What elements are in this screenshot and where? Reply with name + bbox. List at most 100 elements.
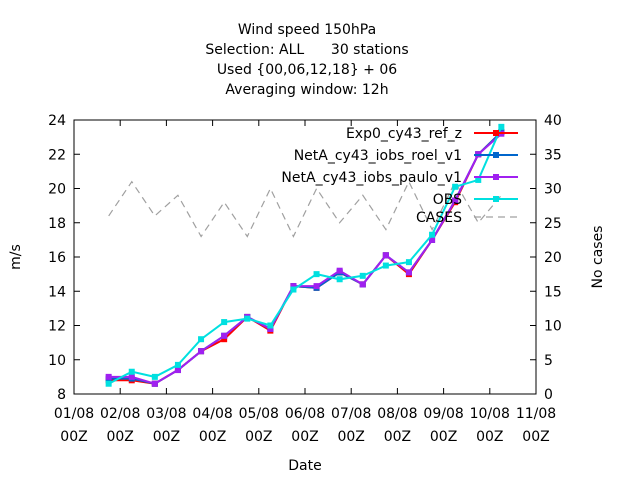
data-point-neta-cy43-iobs-paulo-v1	[198, 348, 205, 355]
y-tick-label: 10	[48, 353, 66, 369]
x-tick-label-date: 09/08	[423, 406, 463, 422]
y2-tick-label: 10	[544, 319, 562, 335]
title-line-1: Wind speed 150hPa	[238, 22, 376, 38]
y2-tick-label: 0	[544, 387, 553, 403]
x-tick-label-hour: 00Z	[153, 429, 180, 445]
series-line-obs	[108, 126, 503, 385]
x-tick-label-date: 10/08	[470, 406, 510, 422]
data-point-obs	[405, 259, 412, 266]
title-line-3: Used {00,06,12,18} + 06	[217, 62, 397, 78]
y2-tick-label: 15	[544, 284, 562, 300]
y2-tick-label: 40	[544, 113, 562, 129]
y-tick-label: 22	[48, 147, 66, 163]
x-tick-label-date: 08/08	[377, 406, 417, 422]
y-tick-label: 18	[48, 216, 66, 232]
x-tick-label-hour: 00Z	[291, 429, 318, 445]
legend-label-neta-cy43-iobs-paulo-v1: NetA_cy43_iobs_paulo_v1	[281, 170, 462, 186]
legend-marker-obs	[493, 196, 499, 202]
data-point-neta-cy43-iobs-paulo-v1	[267, 325, 274, 332]
x-tick-label-hour: 00Z	[106, 429, 133, 445]
data-point-obs	[221, 319, 228, 326]
series-line-cases	[108, 180, 502, 238]
x-tick-label-date: 06/08	[285, 406, 325, 422]
data-point-obs	[452, 183, 459, 190]
y-tick-label: 8	[57, 387, 66, 403]
y2-axis: 0 5 10 15 20 25 30 35 40	[530, 113, 562, 403]
data-point-neta-cy43-iobs-paulo-v1	[382, 252, 389, 259]
data-point-obs	[174, 361, 181, 368]
y-tick-label: 14	[48, 284, 66, 300]
y-axis-label: m/s	[8, 244, 24, 270]
chart-title: Wind speed 150hPa Selection: ALL 30 stat…	[205, 22, 408, 98]
data-point-obs	[359, 272, 366, 279]
legend-label-neta-cy43-iobs-roel-v1: NetA_cy43_iobs_roel_v1	[294, 148, 462, 164]
x-tick-label-hour: 00Z	[60, 429, 87, 445]
x-tick-label-hour: 00Z	[522, 429, 549, 445]
data-point-obs	[290, 286, 297, 293]
x-tick-label-date: 04/08	[192, 406, 232, 422]
data-point-obs	[498, 123, 505, 130]
x-tick-label-hour: 00Z	[245, 429, 272, 445]
y2-tick-label: 25	[544, 216, 562, 232]
data-point-obs	[475, 176, 482, 183]
data-point-obs	[336, 276, 343, 283]
y-tick-label: 16	[48, 250, 66, 266]
data-point-neta-cy43-iobs-paulo-v1	[128, 373, 135, 380]
x-axis: 01/08 00Z 02/08 00Z 03/08 00Z 04/08 00Z 05/08 00Z…	[54, 120, 556, 445]
y2-tick-label: 30	[544, 182, 562, 198]
legend-marker-neta-cy43-iobs-paulo-v1	[493, 174, 499, 180]
data-point-neta-cy43-iobs-paulo-v1	[336, 267, 343, 274]
x-tick-label-date: 05/08	[239, 406, 279, 422]
x-tick-label-hour: 00Z	[430, 429, 457, 445]
y2-tick-label: 20	[544, 250, 562, 266]
x-tick-label-hour: 00Z	[476, 429, 503, 445]
data-point-obs	[151, 373, 158, 380]
data-point-obs	[382, 262, 389, 269]
x-tick-label-date: 07/08	[331, 406, 371, 422]
data-point-obs	[429, 231, 436, 238]
x-tick-label-date: 11/08	[516, 406, 556, 422]
data-point-neta-cy43-iobs-paulo-v1	[174, 367, 181, 374]
y-tick-label: 20	[48, 182, 66, 198]
data-point-obs	[244, 315, 251, 322]
legend-marker-neta-cy43-iobs-roel-v1	[493, 152, 499, 158]
x-axis-label: Date	[288, 458, 321, 474]
data-point-neta-cy43-iobs-paulo-v1	[313, 283, 320, 290]
data-point-neta-cy43-iobs-paulo-v1	[429, 236, 436, 243]
legend: Exp0_cy43_ref_z NetA_cy43_iobs_roel_v1 Net…	[281, 126, 518, 226]
title-line-2: Selection: ALL 30 stations	[205, 42, 408, 58]
legend-label-cases: CASES	[416, 210, 462, 226]
data-point-exp0-cy43-ref-z	[221, 336, 228, 343]
x-tick-label-date: 02/08	[100, 406, 140, 422]
legend-marker-exp0-cy43-ref-z	[493, 130, 499, 136]
data-point-neta-cy43-iobs-paulo-v1	[452, 197, 459, 204]
legend-label-exp0-cy43-ref-z: Exp0_cy43_ref_z	[346, 126, 462, 142]
legend-label-obs: OBS	[433, 192, 462, 208]
data-point-neta-cy43-iobs-paulo-v1	[221, 332, 228, 339]
series-layer	[105, 123, 505, 387]
y-tick-label: 24	[48, 113, 66, 129]
y-tick-label: 12	[48, 319, 66, 335]
title-line-4: Averaging window: 12h	[225, 82, 388, 98]
x-tick-label-date: 03/08	[146, 406, 186, 422]
y2-tick-label: 5	[544, 353, 553, 369]
data-point-neta-cy43-iobs-paulo-v1	[151, 380, 158, 387]
data-point-neta-cy43-iobs-paulo-v1	[290, 283, 297, 290]
y2-axis-label: No cases	[590, 226, 606, 289]
series-line-neta-cy43-iobs-paulo-v1	[108, 132, 503, 385]
data-point-obs	[198, 336, 205, 343]
data-point-obs	[105, 380, 112, 387]
data-point-obs	[128, 368, 135, 375]
y-axis: 8 10 12 14 16 18 20 22 24	[48, 113, 80, 403]
x-tick-label-hour: 00Z	[384, 429, 411, 445]
x-tick-label-hour: 00Z	[199, 429, 226, 445]
y2-tick-label: 35	[544, 147, 562, 163]
x-tick-label-date: 01/08	[54, 406, 94, 422]
data-point-neta-cy43-iobs-paulo-v1	[359, 281, 366, 288]
data-point-obs	[313, 271, 320, 278]
x-tick-label-hour: 00Z	[337, 429, 364, 445]
data-point-obs	[267, 322, 274, 329]
data-point-neta-cy43-iobs-paulo-v1	[405, 269, 412, 276]
data-point-neta-cy43-iobs-paulo-v1	[105, 373, 112, 380]
